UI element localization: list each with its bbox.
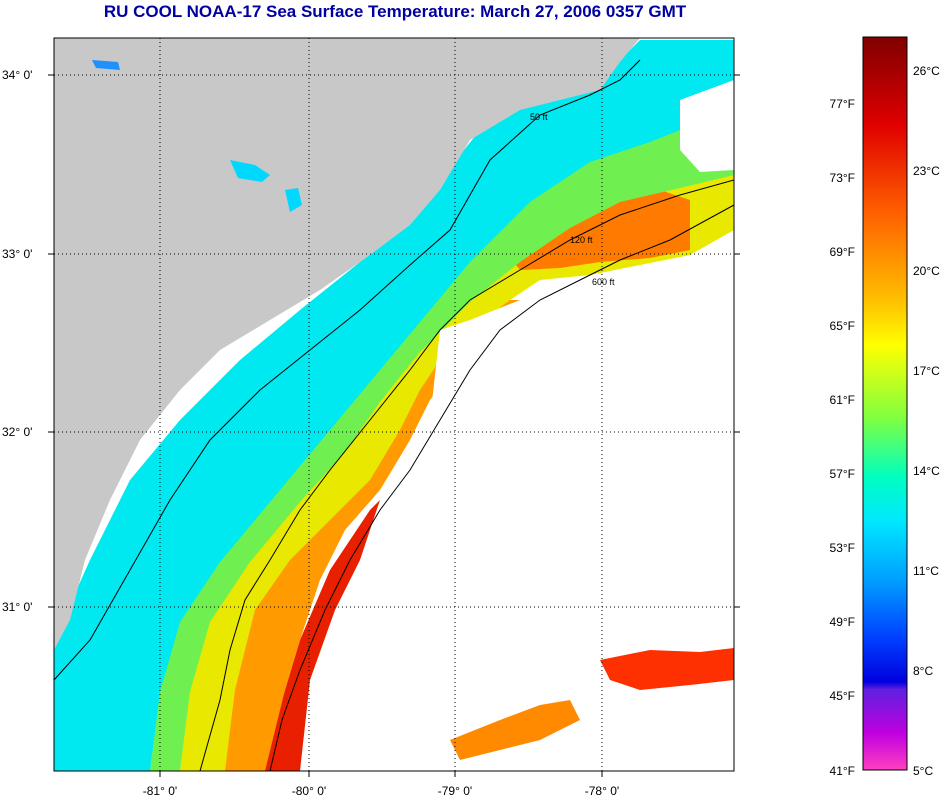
isobath-label-120: 120 ft bbox=[570, 235, 593, 245]
f-label: 41°F bbox=[830, 764, 855, 778]
cloud-patch-east bbox=[360, 250, 734, 730]
sst-cyan-band bbox=[54, 40, 734, 771]
lat-label-32: 32° 0' bbox=[2, 425, 32, 439]
cloud-patch-ne bbox=[680, 80, 734, 172]
f-label: 61°F bbox=[830, 393, 855, 407]
ticks bbox=[48, 74, 740, 777]
c-label: 17°C bbox=[913, 364, 940, 378]
lake bbox=[230, 160, 270, 182]
c-label: 11°C bbox=[913, 564, 939, 578]
f-label: 69°F bbox=[830, 245, 855, 259]
lat-label-34: 34° 0' bbox=[2, 68, 32, 82]
isobath-600ft bbox=[269, 204, 734, 771]
map-title: RU COOL NOAA-17 Sea Surface Temperature:… bbox=[103, 2, 687, 21]
sst-orange-patch bbox=[500, 190, 690, 270]
colorbar-f-labels: 77°F 73°F 69°F 65°F 61°F 57°F 53°F 49°F … bbox=[830, 97, 855, 778]
c-label: 26°C bbox=[913, 64, 940, 78]
colorbar bbox=[862, 36, 908, 771]
f-label: 77°F bbox=[830, 97, 855, 111]
lake bbox=[92, 60, 120, 70]
sst-orange-band bbox=[210, 300, 520, 771]
f-label: 65°F bbox=[830, 319, 855, 333]
lat-label-31: 31° 0' bbox=[2, 600, 32, 614]
isobath-label-600: 600 ft bbox=[592, 277, 615, 287]
map-frame bbox=[53, 37, 735, 772]
c-label: 23°C bbox=[913, 164, 940, 178]
c-label: 8°C bbox=[913, 664, 933, 678]
f-label: 49°F bbox=[830, 615, 855, 629]
f-label: 73°F bbox=[830, 171, 855, 185]
isobath-label-50: 50 ft bbox=[530, 112, 548, 122]
lon-label-79: -79° 0' bbox=[438, 784, 472, 798]
isobath-lines bbox=[54, 59, 734, 771]
c-label: 14°C bbox=[913, 464, 940, 478]
sst-red-patch-se bbox=[600, 648, 734, 690]
graticule bbox=[54, 38, 734, 771]
lat-label-33: 33° 0' bbox=[2, 247, 32, 261]
sst-green-band bbox=[150, 110, 734, 771]
f-label: 57°F bbox=[830, 467, 855, 481]
c-label: 20°C bbox=[913, 264, 940, 278]
f-label: 53°F bbox=[830, 541, 855, 555]
lon-label-80: -80° 0' bbox=[292, 784, 326, 798]
land bbox=[54, 38, 640, 650]
lake bbox=[285, 188, 302, 212]
f-label: 45°F bbox=[830, 689, 855, 703]
colorbar-c-labels: 26°C 23°C 20°C 17°C 14°C 11°C 8°C 5°C bbox=[913, 64, 940, 778]
isobath-120ft bbox=[199, 179, 734, 771]
isobath-50ft bbox=[54, 59, 641, 681]
c-label: 5°C bbox=[913, 764, 933, 778]
lon-label-78: -78° 0' bbox=[585, 784, 619, 798]
sst-orange-patch-se bbox=[450, 700, 580, 760]
lon-label-81: -81° 0' bbox=[143, 784, 177, 798]
